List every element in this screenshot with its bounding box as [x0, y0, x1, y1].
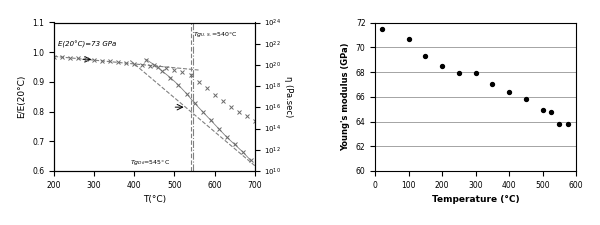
Point — [454, 71, 464, 75]
Y-axis label: η (Pa.sec): η (Pa.sec) — [284, 76, 293, 117]
Y-axis label: E/E(20°C): E/E(20°C) — [17, 75, 26, 118]
Point — [437, 64, 447, 68]
Point — [521, 97, 530, 101]
X-axis label: T(°C): T(°C) — [143, 195, 166, 204]
Point — [404, 37, 413, 40]
Text: $Tg_{U.S.}$=540°C: $Tg_{U.S.}$=540°C — [193, 30, 237, 39]
Point — [421, 54, 430, 58]
Text: E(20°C)=73 GPa: E(20°C)=73 GPa — [58, 40, 116, 48]
Point — [504, 90, 514, 94]
Point — [546, 110, 556, 113]
Point — [471, 71, 481, 75]
X-axis label: Temperature (°C): Temperature (°C) — [432, 195, 520, 204]
Text: $Tg_{Dil}$=545°C: $Tg_{Dil}$=545°C — [130, 158, 170, 166]
Point — [554, 122, 564, 126]
Point — [563, 122, 572, 126]
Point — [538, 108, 547, 112]
Point — [377, 27, 387, 30]
Point — [488, 83, 497, 86]
Y-axis label: Young's modulus (GPa): Young's modulus (GPa) — [341, 43, 350, 151]
